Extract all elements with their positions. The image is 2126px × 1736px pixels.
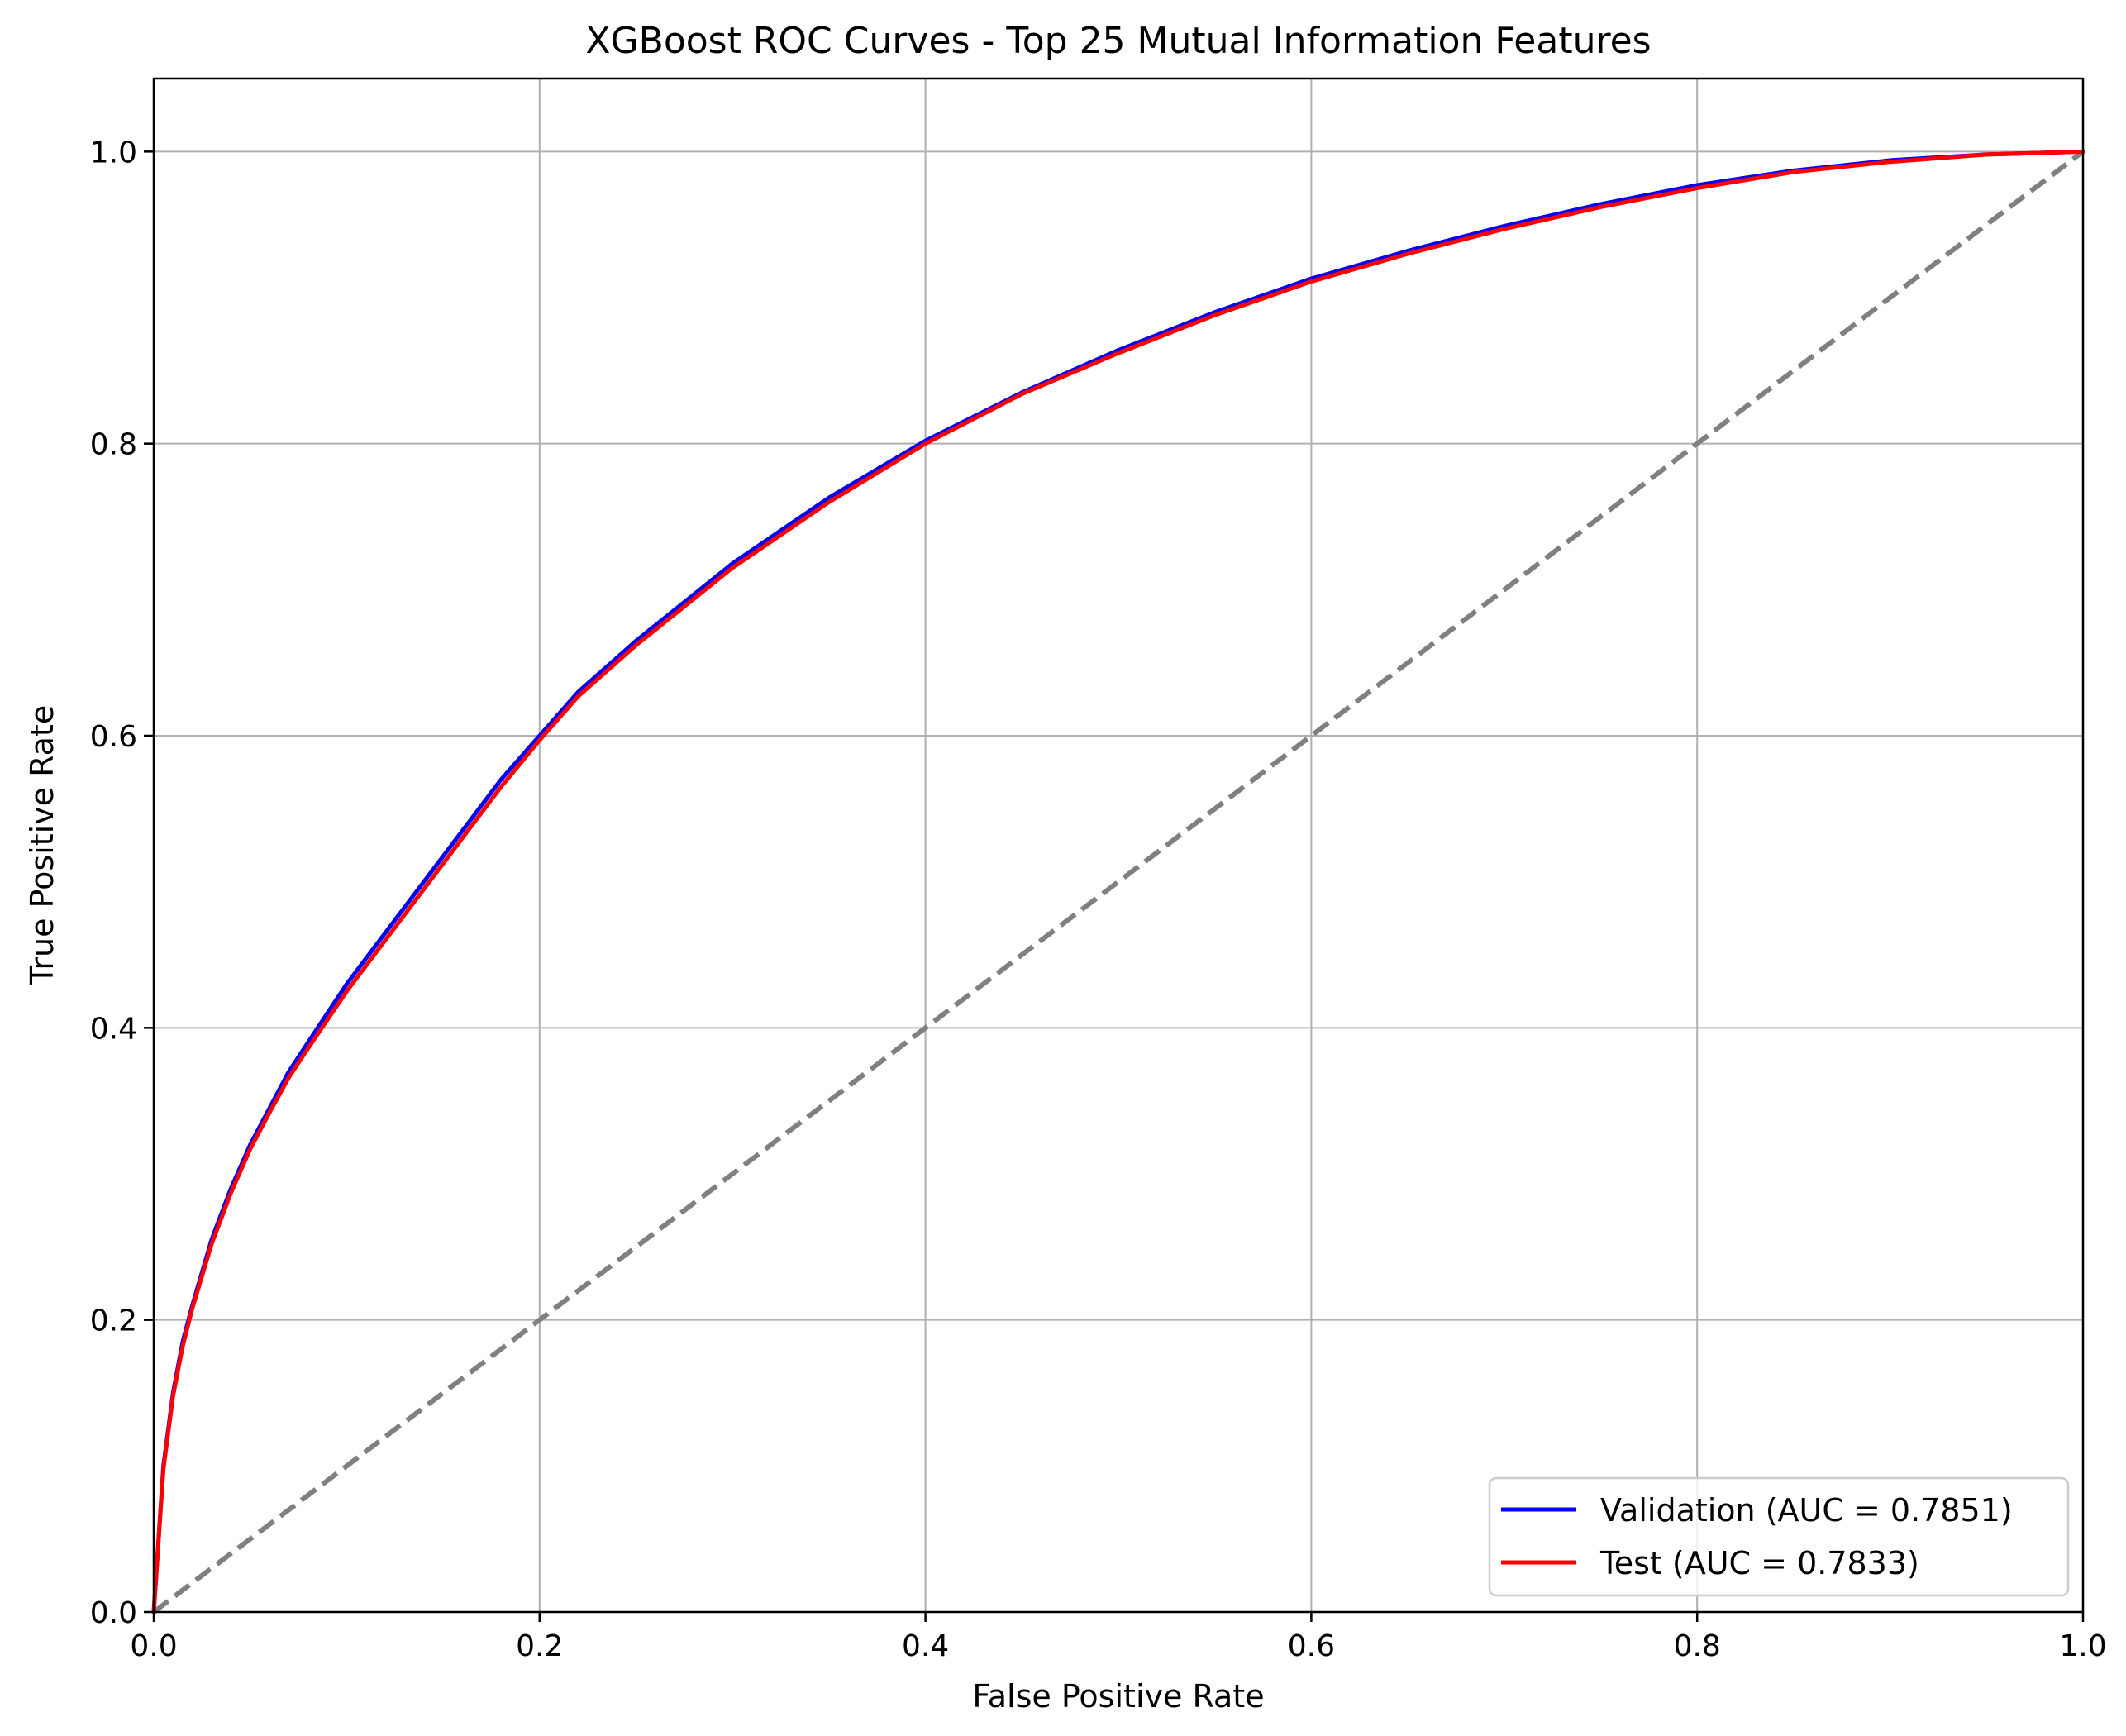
plot-area-background [154,79,2083,1612]
x-axis-label: False Positive Rate [972,1678,1264,1715]
y-tick-label: 0.8 [90,428,137,462]
legend: Validation (AUC = 0.7851) Test (AUC = 0.… [1488,1476,2070,1597]
legend-label-validation: Validation (AUC = 0.7851) [1600,1492,2013,1529]
legend-label-test: Test (AUC = 0.7833) [1599,1545,1919,1581]
x-axis-ticks: 0.0 0.2 0.4 0.6 0.8 1.0 [130,1612,2107,1663]
y-tick-label: 0.6 [90,720,137,754]
chart-title: XGBoost ROC Curves - Top 25 Mutual Infor… [585,20,1651,62]
legend-box [1488,1476,2070,1597]
y-tick-label: 0.4 [90,1012,137,1046]
series-line-chance-diagonal [152,149,2085,1614]
x-tick-label: 0.6 [1288,1629,1335,1663]
series-lines [151,149,2085,1614]
y-axis-ticks: 0.0 0.2 0.4 0.6 0.8 1.0 [90,136,154,1630]
x-tick-label: 1.0 [2059,1629,2106,1663]
x-tick-label: 0.2 [516,1629,563,1663]
y-tick-label: 1.0 [90,136,137,169]
y-tick-label: 0.0 [90,1596,137,1630]
y-axis-label: True Positive Rate [24,705,60,986]
x-tick-label: 0.8 [1674,1629,1721,1663]
x-tick-label: 0.0 [130,1629,177,1663]
x-tick-label: 0.4 [902,1629,949,1663]
grid-lines [153,79,2084,1613]
plot-frame [152,77,2085,1614]
y-tick-label: 0.2 [90,1304,137,1338]
series-line-test [151,149,2085,1614]
